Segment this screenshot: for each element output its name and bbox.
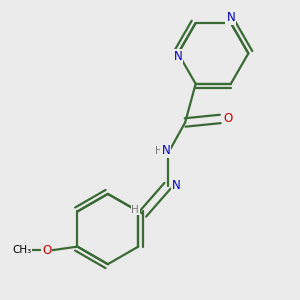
Text: N: N — [174, 50, 182, 63]
Text: N: N — [161, 144, 170, 157]
Text: N: N — [172, 179, 181, 192]
Text: O: O — [42, 244, 51, 256]
Text: CH₃: CH₃ — [12, 245, 32, 255]
Text: O: O — [224, 112, 232, 125]
Text: H: H — [131, 205, 139, 214]
Text: H: H — [155, 146, 163, 156]
Text: N: N — [226, 11, 235, 24]
